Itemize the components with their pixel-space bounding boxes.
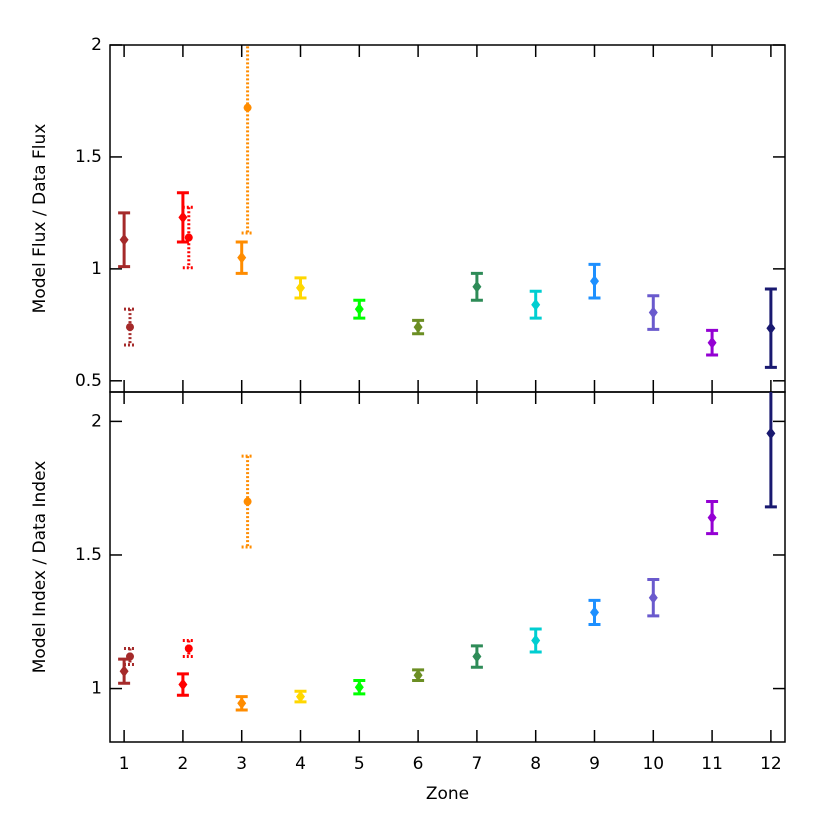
point	[589, 275, 599, 288]
point	[184, 233, 193, 242]
x-tick-label: 10	[642, 754, 664, 774]
x-tick-label: 9	[589, 754, 600, 774]
point	[119, 233, 129, 246]
x-axis-label: Zone	[426, 784, 469, 804]
point	[125, 652, 134, 661]
x-tick-label: 3	[236, 754, 247, 774]
plot-frame	[109, 391, 786, 743]
x-tick-label: 2	[177, 754, 188, 774]
point	[648, 306, 658, 319]
y-tick-label: 2	[91, 35, 102, 55]
error-bar	[241, 45, 254, 235]
point	[243, 103, 252, 112]
x-tick-label: 5	[354, 754, 365, 774]
x-tick-label: 12	[760, 754, 782, 774]
point	[413, 669, 423, 682]
point	[707, 511, 717, 524]
point	[413, 321, 423, 334]
error-bar	[182, 205, 195, 270]
point	[766, 427, 776, 440]
point	[237, 697, 247, 710]
point	[178, 211, 188, 224]
point	[237, 251, 247, 264]
y-tick-label: 1.5	[75, 545, 102, 565]
point	[125, 323, 134, 332]
x-tick-label: 11	[701, 754, 723, 774]
point	[178, 678, 188, 691]
point	[472, 280, 482, 293]
x-tick-label: 7	[471, 754, 482, 774]
point	[766, 322, 776, 335]
point	[589, 606, 599, 619]
plot-area	[118, 45, 777, 369]
point	[296, 281, 306, 294]
x-tick-label: 4	[295, 754, 306, 774]
point	[243, 497, 252, 506]
x-tick-label: 8	[530, 754, 541, 774]
point	[648, 591, 658, 604]
point	[531, 298, 541, 311]
y-tick-label: 1.5	[75, 147, 102, 167]
y-tick-label: 2	[91, 411, 102, 431]
point	[472, 650, 482, 663]
point	[184, 644, 193, 653]
x-tick-label: 1	[119, 754, 130, 774]
point	[296, 690, 306, 703]
point	[354, 681, 364, 694]
x-tick-label: 6	[413, 754, 424, 774]
y-tick-label: 1	[91, 679, 102, 699]
y-tick-label: 0.5	[75, 371, 102, 391]
y-tick-label: 1	[91, 259, 102, 279]
y-axis-label: Model Flux / Data Flux	[30, 124, 50, 314]
point	[119, 665, 129, 678]
plot-frame	[109, 44, 786, 393]
y-axis-label: Model Index / Data Index	[30, 461, 50, 674]
plot-area	[118, 392, 777, 712]
point	[707, 336, 717, 349]
point	[354, 303, 364, 316]
point	[531, 634, 541, 647]
